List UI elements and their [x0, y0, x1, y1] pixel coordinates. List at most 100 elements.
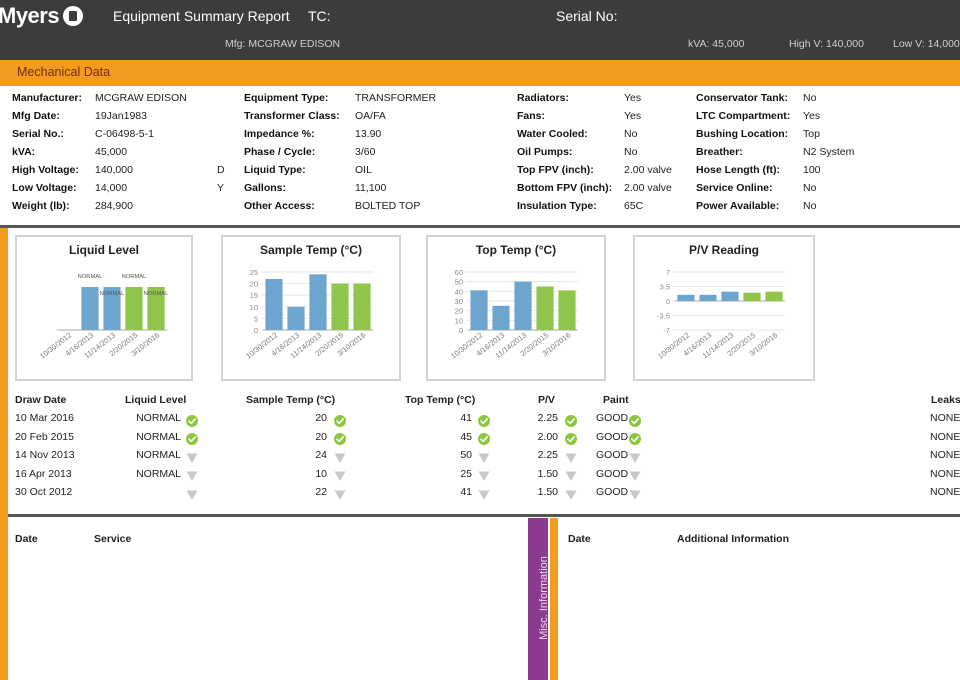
- top-temp-chart: Top Temp (°C) 0 10 20 30 40 50 60 10/30/2012 4/1…: [426, 235, 606, 381]
- triangle-down-icon: [565, 471, 577, 482]
- triangle-down-icon: [334, 490, 346, 500]
- field-value: N2 System: [803, 146, 855, 158]
- field-label: Hose Length (ft):: [696, 164, 780, 176]
- status-icon: [334, 468, 346, 486]
- bar: [470, 290, 488, 330]
- status-icon: [629, 468, 641, 486]
- triangle-down-icon: [186, 453, 198, 463]
- liquid-level-plot: 10/30/2012NORMAL4/16/2013NORMAL11/14/201…: [38, 274, 169, 361]
- mechanical-data-bar: [0, 60, 960, 86]
- leaks-status: NONE: [930, 467, 960, 480]
- field-value: 284,900: [95, 200, 133, 212]
- cell-value: 22: [315, 486, 327, 498]
- bar: [677, 294, 695, 301]
- status-icon: [334, 449, 346, 467]
- status-icon: [478, 431, 490, 449]
- y-tick-label: 30: [455, 297, 463, 306]
- field-label: Mfg Date:: [12, 110, 60, 122]
- field-label: Conservator Tank:: [696, 92, 788, 104]
- field-label: Breather:: [696, 146, 743, 158]
- field-label: Transformer Class:: [244, 110, 340, 122]
- field-value: No: [624, 128, 638, 140]
- triangle-down-icon: [629, 471, 641, 482]
- triangle-down-icon: [565, 490, 577, 500]
- draw-date: 10 Mar 2016: [15, 412, 74, 424]
- paint-status: GOOD: [596, 430, 629, 443]
- chart-title: Top Temp (°C): [475, 243, 557, 257]
- data-label: NORMAL: [78, 274, 104, 280]
- data-label: NORMAL: [122, 274, 148, 280]
- bar: [492, 305, 510, 330]
- table-row: 30 Oct 2012 22 41 1.50 GOOD NONE: [0, 484, 960, 502]
- field-value: MCGRAW EDISON: [95, 92, 187, 104]
- field-label: Other Access:: [244, 200, 315, 212]
- y-tick-label: -3.5: [657, 312, 670, 321]
- cell-value: 41: [460, 486, 472, 498]
- status-icon: [629, 449, 641, 467]
- field-label: Liquid Type:: [244, 164, 306, 176]
- additional-date-header: Date: [568, 533, 591, 545]
- field-value: 3/60: [355, 146, 376, 158]
- status-icon: [186, 431, 198, 449]
- field-value: C-06498-5-1: [95, 128, 154, 140]
- cell-value: 2.25: [537, 449, 558, 461]
- leaks-status: NONE: [930, 430, 960, 443]
- table-row: 20 Feb 2015 NORMAL 20 45 2.00 GOOD NONE: [0, 429, 960, 447]
- field-value: 100: [803, 164, 821, 176]
- status-icon: [186, 486, 198, 504]
- check-circle-icon: [478, 433, 490, 446]
- field-value: No: [803, 182, 817, 194]
- field-value: 11,100: [355, 182, 387, 194]
- section-divider: [8, 514, 960, 517]
- status-icon: [334, 412, 346, 430]
- bar: [309, 274, 327, 330]
- y-tick-label: 7: [666, 268, 670, 277]
- cell-value: 25: [460, 467, 472, 480]
- field-label: Equipment Type:: [244, 92, 329, 104]
- cell-value: 2.00: [537, 430, 558, 443]
- triangle-down-icon: [478, 453, 490, 463]
- col-pv: P/V: [538, 394, 555, 406]
- field-label: Serial No.:: [12, 128, 64, 140]
- status-icon: [186, 449, 198, 467]
- field-value: 2.00 valve: [624, 164, 672, 176]
- liquid-level-chart: Liquid Level 10/30/2012 NORMAL 4/16/2013 NO…: [15, 235, 193, 381]
- section-divider: [0, 225, 960, 228]
- field-value: OIL: [355, 164, 372, 176]
- report-title: Equipment Summary Report: [113, 8, 290, 24]
- bar: [103, 287, 121, 330]
- leaks-status: NONE: [930, 486, 960, 498]
- col-liquid-level: Liquid Level: [125, 394, 187, 406]
- y-tick-label: 25: [250, 268, 258, 277]
- field-suffix: D: [217, 164, 225, 176]
- paint-status: GOOD: [596, 449, 629, 461]
- field-label: Radiators:: [517, 92, 569, 104]
- check-circle-icon: [565, 433, 577, 446]
- left-orange-stripe: [0, 228, 8, 518]
- draw-date: 16 Apr 2013: [15, 467, 72, 480]
- field-value: 140,000: [95, 164, 133, 176]
- bar: [147, 287, 165, 330]
- status-icon: [565, 449, 577, 467]
- check-circle-icon: [334, 414, 346, 427]
- status-icon: [478, 412, 490, 430]
- field-value: Top: [803, 128, 820, 140]
- misc-information-tab[interactable]: [528, 518, 548, 680]
- status-icon: [629, 486, 641, 504]
- field-label: Bushing Location:: [696, 128, 789, 140]
- field-label: Impedance %:: [244, 128, 315, 140]
- y-tick-label: 0: [459, 326, 463, 335]
- table-row: 10 Mar 2016 NORMAL 20 41 2.25 GOOD NONE: [0, 410, 960, 428]
- status-icon: [334, 431, 346, 449]
- logo-badge-icon: [63, 6, 84, 26]
- sample-temp-plot: 051015202510/30/20124/16/201311/14/20132…: [244, 268, 373, 361]
- triangle-down-icon: [334, 453, 346, 463]
- col-top-temp: Top Temp (°C): [405, 394, 476, 406]
- check-circle-icon: [186, 433, 198, 446]
- cell-value: NORMAL: [136, 449, 181, 461]
- triangle-down-icon: [629, 453, 641, 463]
- field-value: BOLTED TOP: [355, 200, 421, 212]
- logo-text: Myers: [0, 3, 60, 28]
- additional-info-header: Additional Information: [677, 533, 789, 545]
- service-header: Service: [94, 533, 132, 545]
